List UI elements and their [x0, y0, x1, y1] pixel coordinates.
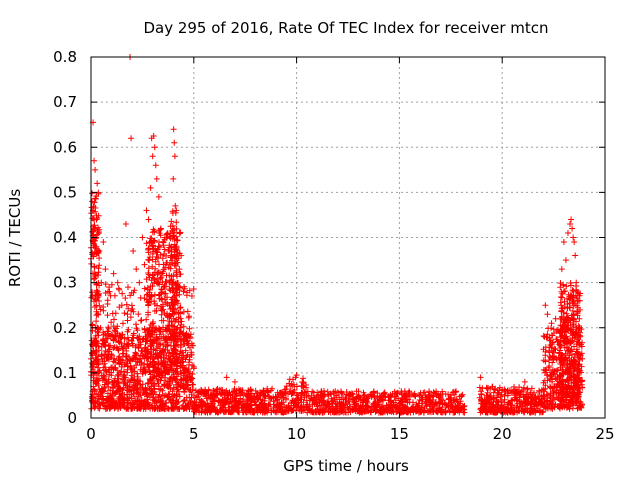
data-point — [558, 266, 565, 273]
data-point — [139, 234, 146, 241]
data-point — [118, 302, 125, 309]
data-point — [571, 239, 578, 246]
y-tick-label: 0.5 — [53, 183, 77, 201]
data-point — [569, 225, 576, 232]
data-point — [171, 139, 178, 146]
data-point — [151, 144, 158, 151]
data-point — [570, 234, 577, 241]
data-point — [223, 374, 230, 381]
data-point — [577, 333, 584, 340]
data-point — [176, 266, 183, 273]
data-point — [170, 126, 177, 133]
data-point — [477, 374, 484, 381]
data-point — [544, 311, 551, 318]
data-point — [173, 207, 180, 214]
y-tick-label: 0.8 — [53, 48, 77, 66]
data-point — [159, 239, 166, 246]
y-tick-label: 0.1 — [53, 364, 77, 382]
data-point — [568, 216, 575, 223]
x-tick-label: 10 — [287, 425, 306, 443]
y-tick-label: 0.4 — [53, 229, 77, 247]
data-point — [188, 351, 195, 358]
data-point — [560, 239, 567, 246]
data-point — [231, 378, 238, 385]
y-tick-label: 0.2 — [53, 319, 77, 337]
x-tick-label: 15 — [390, 425, 409, 443]
data-point — [155, 193, 162, 200]
data-point — [143, 207, 150, 214]
data-point — [184, 333, 191, 340]
data-point — [153, 175, 160, 182]
x-axis-label: GPS time / hours — [283, 457, 409, 475]
data-point — [166, 248, 173, 255]
data-point — [149, 153, 156, 160]
data-point — [564, 229, 571, 236]
y-axis-label: ROTI / TECUs — [6, 189, 24, 287]
data-point — [168, 252, 175, 259]
data-point — [106, 288, 113, 295]
data-point — [552, 315, 559, 322]
data-point — [92, 293, 99, 300]
chart-title: Day 295 of 2016, Rate Of TEC Index for r… — [143, 19, 548, 37]
data-point — [575, 297, 582, 304]
data-point — [147, 184, 154, 191]
y-tick-label: 0.6 — [53, 138, 77, 156]
data-point — [133, 266, 140, 273]
data-point — [190, 365, 197, 372]
data-point — [136, 279, 143, 286]
data-point — [164, 234, 171, 241]
data-point — [180, 288, 187, 295]
data-point — [293, 372, 300, 379]
data-point — [170, 175, 177, 182]
x-tick-label: 20 — [493, 425, 512, 443]
data-point — [567, 220, 574, 227]
data-point — [548, 320, 555, 327]
data-point — [92, 166, 99, 173]
y-tick-label: 0.3 — [53, 274, 77, 292]
data-point — [562, 257, 569, 264]
data-point — [89, 198, 96, 205]
data-point — [128, 135, 135, 142]
point-cloud — [88, 189, 586, 416]
data-point — [94, 180, 101, 187]
data-point — [110, 270, 117, 277]
data-point — [100, 239, 107, 246]
data-point — [122, 220, 129, 227]
data-point — [102, 266, 109, 273]
data-point — [141, 261, 148, 268]
data-point — [130, 248, 137, 255]
y-tick-label: 0.7 — [53, 93, 77, 111]
data-point — [573, 279, 580, 286]
data-point — [91, 157, 98, 164]
data-point — [542, 302, 549, 309]
axis-ticks: 0 5 10 15 20 25 0 0.1 0.2 0.3 0.4 0.5 0.6 0.7 0.8 — [53, 48, 614, 443]
data-point — [114, 279, 121, 286]
data-point — [576, 315, 583, 322]
data-point — [125, 284, 132, 291]
x-tick-label: 5 — [189, 425, 199, 443]
x-tick-label: 25 — [595, 425, 614, 443]
data-point — [152, 162, 159, 169]
data-point — [150, 132, 157, 139]
y-tick-label: 0 — [67, 409, 77, 427]
data-point — [157, 225, 164, 232]
data-point — [171, 153, 178, 160]
data-point — [145, 216, 152, 223]
data-point — [572, 252, 579, 259]
data-point — [521, 378, 528, 385]
data-point — [172, 202, 179, 209]
data-point — [98, 279, 105, 286]
data-point — [96, 248, 103, 255]
x-tick-label: 0 — [86, 425, 96, 443]
data-point — [556, 329, 563, 336]
